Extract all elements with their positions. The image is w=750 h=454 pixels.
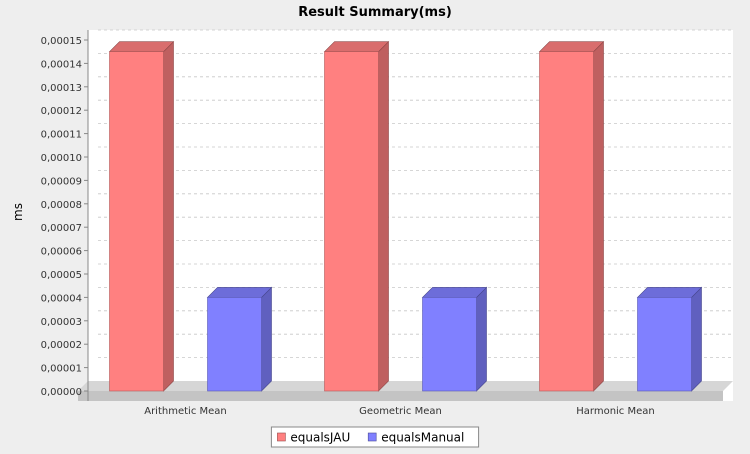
chart-title: Result Summary(ms) (298, 5, 452, 20)
y-tick-label: 0,00010 (41, 153, 82, 164)
bar-front-face (539, 51, 594, 392)
y-tick-label: 0,00012 (41, 106, 82, 117)
y-axis-label: ms (11, 203, 25, 221)
x-tick-label: Geometric Mean (359, 406, 442, 417)
bar-top-face (206, 287, 273, 298)
plot-background (88, 30, 733, 401)
bar-side-face (593, 40, 604, 392)
y-tick-label: 0,00008 (41, 200, 82, 211)
bar-top-face (538, 41, 605, 53)
bar-front-face (109, 51, 164, 392)
legend-item-equalsManual[interactable]: equalsManual (367, 431, 464, 445)
y-tick-label: 0,00003 (41, 317, 82, 328)
x-tick-label: Harmonic Mean (576, 406, 654, 417)
y-tick-label: 0,00000 (41, 387, 82, 398)
bar-side-face (476, 286, 487, 392)
bar-top-face (108, 41, 175, 53)
y-tick-label: 0,00013 (41, 83, 82, 94)
bar-equalsJAU-3[interactable] (538, 40, 605, 392)
bar-front-face (637, 297, 692, 392)
bar-equalsJAU-1[interactable] (108, 40, 175, 392)
y-tick-label: 0,00014 (41, 59, 82, 70)
legend: equalsJAU equalsManual (270, 426, 480, 448)
plot-area: 0,00000 0,00001 0,00002 0,00003 0,00004 0,000… (41, 29, 733, 417)
bar-side-face (163, 40, 174, 392)
legend-swatch (277, 432, 286, 442)
plot-floor-edge (78, 391, 723, 401)
y-tick-label: 0,00011 (41, 130, 82, 141)
y-tick-label: 0,00002 (41, 340, 82, 351)
y-tick-label: 0,00007 (41, 223, 82, 234)
legend-label: equalsJAU (290, 431, 350, 445)
legend-swatch (367, 432, 377, 442)
bar-top-face (636, 287, 703, 298)
bar-equalsManual-1[interactable] (206, 286, 273, 392)
bar-front-face (422, 297, 477, 392)
bar-side-face (691, 286, 702, 392)
bar-side-face (261, 286, 272, 392)
bar-front-face (324, 51, 379, 392)
plot-floor (78, 381, 733, 391)
bar-equalsJAU-2[interactable] (323, 40, 390, 392)
y-tick-label: 0,00006 (41, 247, 82, 258)
bar-equalsManual-2[interactable] (421, 286, 488, 392)
legend-item-equalsJAU[interactable]: equalsJAU (277, 431, 350, 445)
y-tick-label: 0,00005 (41, 270, 82, 281)
bar-equalsManual-3[interactable] (636, 286, 703, 392)
y-tick-label: 0,00015 (41, 36, 82, 47)
bar-top-face (421, 287, 488, 298)
bar-front-face (207, 297, 262, 392)
x-tick-label: Arithmetic Mean (144, 406, 227, 417)
y-tick-label: 0,00001 (41, 364, 82, 375)
legend-label: equalsManual (381, 431, 464, 445)
bar-top-face (323, 41, 390, 53)
y-tick-label: 0,00004 (41, 293, 82, 304)
bar-side-face (378, 40, 389, 392)
y-tick-label: 0,00009 (41, 176, 82, 187)
